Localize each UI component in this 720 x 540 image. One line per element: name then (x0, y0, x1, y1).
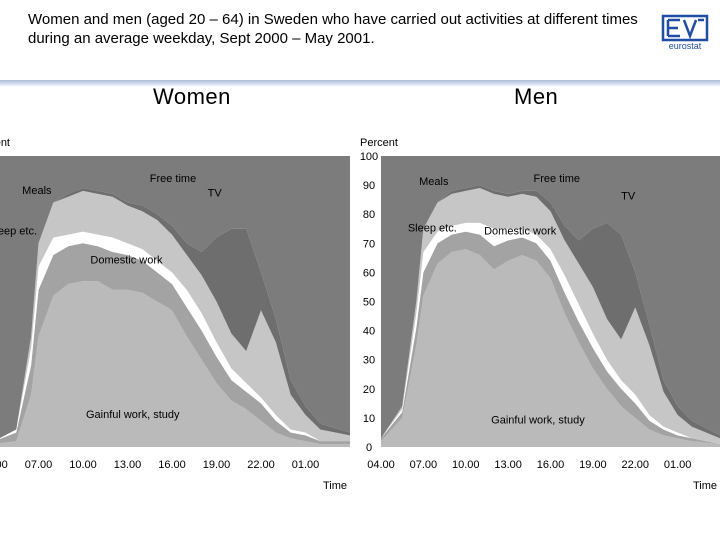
y-axis-label: Percent (0, 137, 10, 149)
men-panel-title: Men (514, 84, 559, 109)
area-tv (0, 188, 350, 439)
x-tick-label: 19.00 (203, 459, 231, 471)
x-tick-label: 22.00 (247, 459, 275, 471)
series-label-tv: TV (208, 188, 223, 200)
area-sleep (0, 156, 350, 439)
x-tick-label: 16.00 (158, 459, 186, 471)
series-label-sleep: Sleep etc. (0, 226, 37, 238)
women-panel-title: Women (153, 84, 231, 109)
x-tick-label: 01.00 (292, 459, 320, 471)
header-rule (0, 80, 720, 87)
area-free-time (0, 190, 350, 442)
series-label-free-time: Free time (150, 173, 196, 185)
eurostat-logo: eurostat (660, 14, 710, 52)
x-tick-label: 07.00 (25, 459, 53, 471)
page-title: Women and men (aged 20 – 64) in Sweden w… (28, 11, 638, 47)
series-label-meals: Meals (22, 185, 52, 197)
logo-text: eurostat (669, 41, 702, 51)
x-tick-label: 10.00 (69, 459, 97, 471)
x-axis-label: Time (323, 480, 347, 492)
x-tick-label: 13.00 (114, 459, 142, 471)
series-label-gainful: Gainful work, study (86, 409, 180, 421)
x-tick-label: 04.00 (0, 459, 8, 471)
area-gainful (0, 281, 350, 447)
series-label-domestic: Domestic work (90, 255, 163, 267)
